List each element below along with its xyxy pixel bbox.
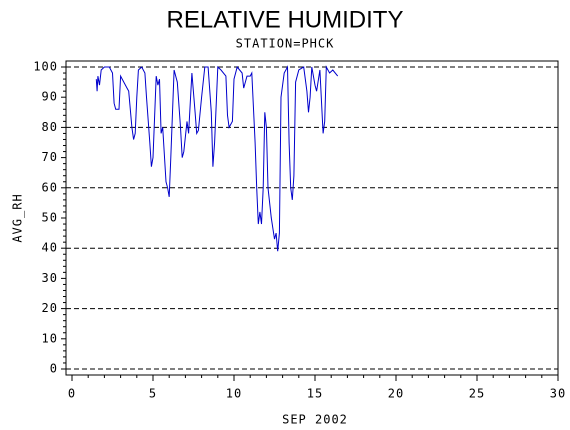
y-axis-label: AVG_RH: [11, 193, 25, 242]
x-tick-label: 20: [388, 387, 404, 401]
x-axis-label: SEP 2002: [282, 413, 348, 427]
y-tick-label: 90: [42, 90, 58, 104]
y-tick-label: 40: [42, 241, 58, 255]
x-tick-label: 30: [550, 387, 566, 401]
y-tick-label: 0: [50, 362, 58, 376]
y-tick-label: 60: [42, 180, 58, 194]
y-tick-label: 80: [42, 120, 58, 134]
y-tick-label: 10: [42, 331, 58, 345]
chart-title: RELATIVE HUMIDITY: [167, 6, 404, 33]
data-line: [95, 65, 339, 252]
x-tick-label: 15: [307, 387, 323, 401]
plot-frame: [65, 60, 559, 376]
x-tick-label: 25: [469, 387, 485, 401]
chart-subtitle: STATION=PHCK: [236, 37, 335, 51]
y-tick-label: 70: [42, 150, 58, 164]
x-tick-label: 10: [226, 387, 242, 401]
x-tick-label: 5: [149, 387, 157, 401]
y-tick-label: 100: [33, 60, 58, 74]
y-tick-label: 20: [42, 301, 58, 315]
x-tick-label: 0: [68, 387, 76, 401]
y-tick-label: 30: [42, 271, 58, 285]
y-tick-label: 50: [42, 211, 58, 225]
